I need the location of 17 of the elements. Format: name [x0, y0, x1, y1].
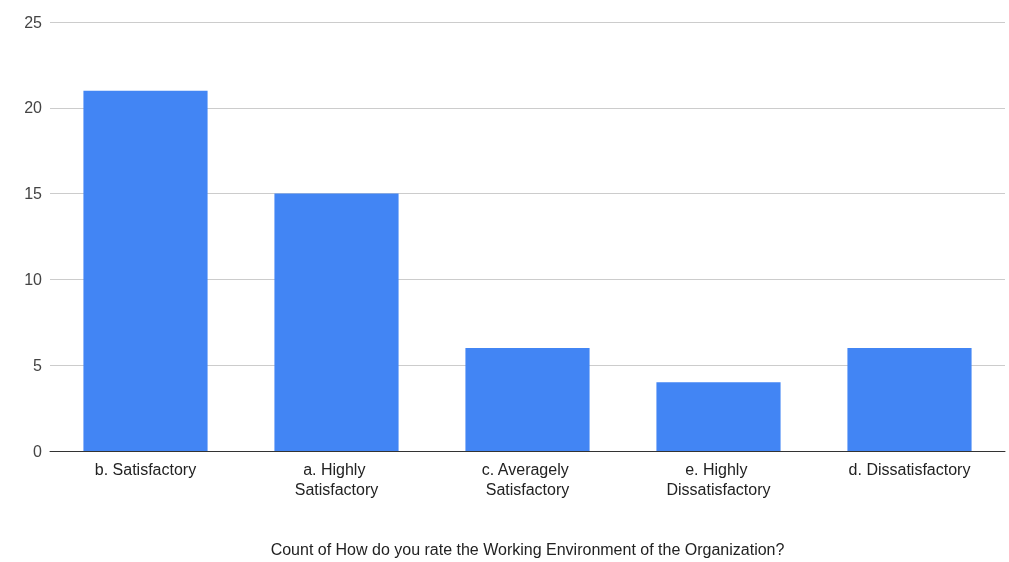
y-tick-label: 10: [24, 270, 43, 288]
x-tick-label: e. Highly Dissatisfactory: [666, 460, 771, 498]
bar: [83, 90, 208, 451]
x-tick-label: c. Averagely Satisfactory: [481, 460, 574, 498]
bar: [847, 348, 972, 451]
y-tick-label: 20: [24, 99, 43, 117]
x-tick-label: a. Highly Satisfactory: [294, 460, 379, 498]
y-tick-label: 15: [24, 185, 43, 203]
bar: [465, 348, 590, 451]
bar: [274, 193, 399, 451]
y-tick-label: 0: [33, 442, 43, 460]
y-tick-label: 25: [24, 13, 43, 31]
bar: [656, 382, 781, 451]
x-tick-label: d. Dissatisfactory: [848, 460, 971, 478]
y-tick-label: 5: [33, 356, 43, 374]
x-axis-title: Count of How do you rate the Working Environment of the Organization?: [270, 540, 785, 558]
x-tick-label: b. Satisfactory: [94, 460, 197, 478]
